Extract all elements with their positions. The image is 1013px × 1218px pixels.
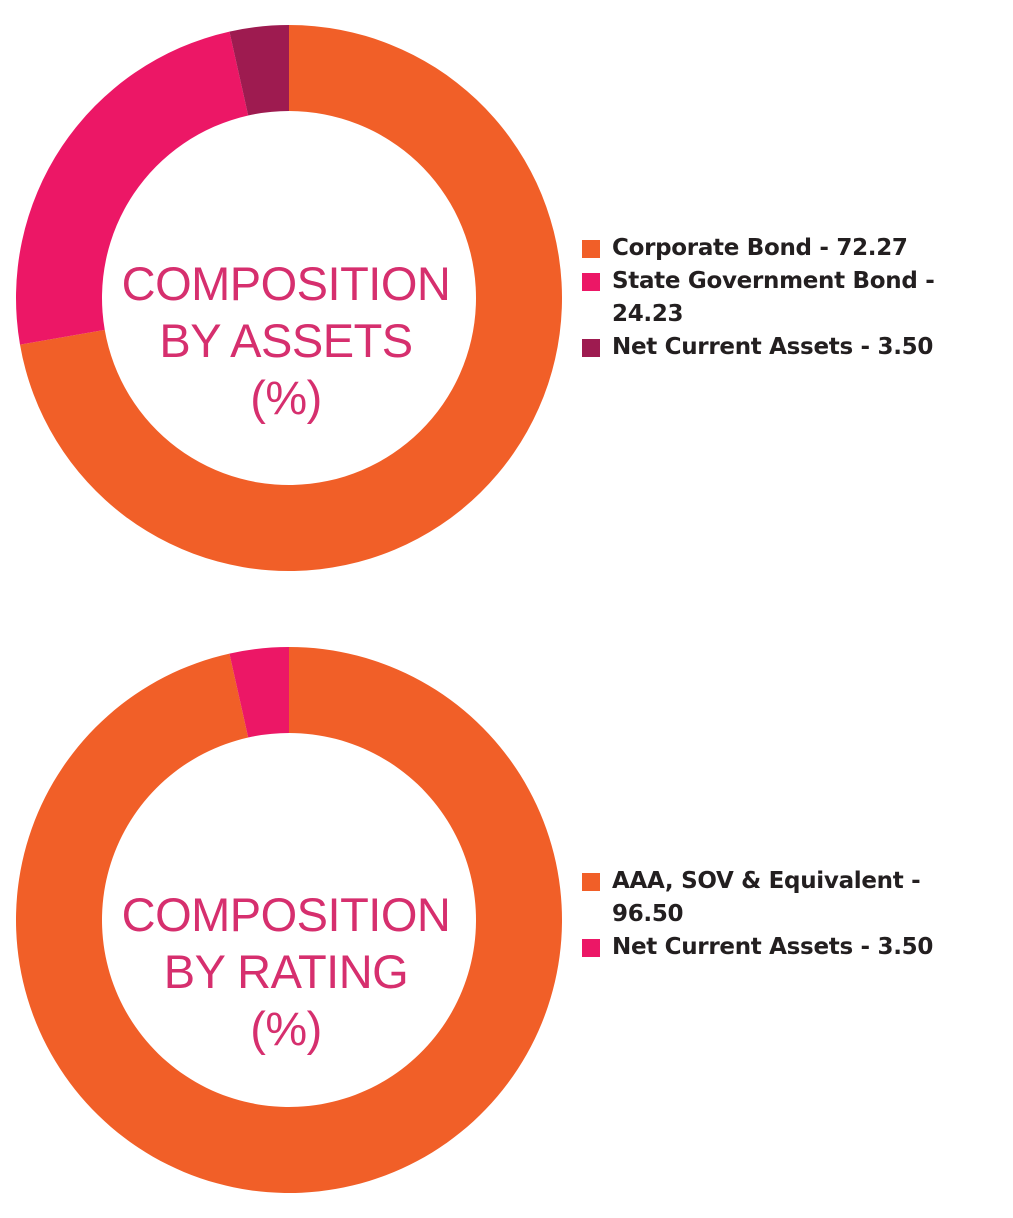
- legend-label: Net Current Assets - 3.50: [612, 934, 934, 960]
- legend-swatch: [582, 273, 600, 291]
- legend-assets: Corporate Bond - 72.27 State Government …: [580, 232, 1013, 364]
- center-title-line-3: (%): [250, 1002, 322, 1055]
- center-title-line-1: COMPOSITION: [121, 888, 451, 941]
- legend-label: AAA, SOV & Equivalent -: [612, 868, 921, 894]
- donut-slice-aaa-sov-equivalent: [16, 647, 563, 1193]
- center-title-line-2: BY ASSETS: [159, 314, 413, 367]
- legend-item-aaa-sov-equivalent: AAA, SOV & Equivalent - 96.50: [580, 865, 933, 931]
- donut-slice-net-current-assets: [229, 25, 289, 116]
- donut-slice-net-current-assets: [229, 647, 289, 738]
- donut-center-title: COMPOSITION BY ASSETS (%): [116, 255, 456, 426]
- donut-chart-assets: [16, 25, 562, 571]
- legend-swatch: [582, 873, 600, 891]
- composition-by-assets-chart: COMPOSITION BY ASSETS (%) Corporate Bond…: [0, 0, 1013, 600]
- legend-label-continued: 96.50: [612, 901, 684, 927]
- legend-label: State Government Bond - 24.23: [612, 268, 935, 327]
- legend-swatch: [582, 240, 600, 258]
- legend-label: Corporate Bond - 72.27: [612, 235, 908, 261]
- legend-item-corporate-bond: Corporate Bond - 72.27: [580, 232, 1013, 265]
- center-title-line-3: (%): [250, 371, 322, 424]
- legend-item-state-government-bond: State Government Bond - 24.23: [580, 265, 1013, 331]
- donut-chart-rating: [16, 647, 563, 1193]
- legend-swatch: [582, 939, 600, 957]
- composition-by-rating-chart: COMPOSITION BY RATING (%) AAA, SOV & Equ…: [0, 630, 1013, 1218]
- legend-item-net-current-assets: Net Current Assets - 3.50: [580, 331, 1013, 364]
- legend-rating: AAA, SOV & Equivalent - 96.50 Net Curren…: [580, 865, 933, 964]
- donut-slice-state-government-bond: [16, 31, 249, 345]
- legend-label: Net Current Assets - 3.50: [612, 334, 934, 360]
- legend-item-net-current-assets: Net Current Assets - 3.50: [580, 931, 933, 964]
- legend-swatch: [582, 339, 600, 357]
- donut-center-title: COMPOSITION BY RATING (%): [116, 886, 456, 1057]
- donut-slice-corporate-bond: [20, 25, 562, 571]
- center-title-line-2: BY RATING: [163, 945, 409, 998]
- center-title-line-1: COMPOSITION: [121, 257, 451, 310]
